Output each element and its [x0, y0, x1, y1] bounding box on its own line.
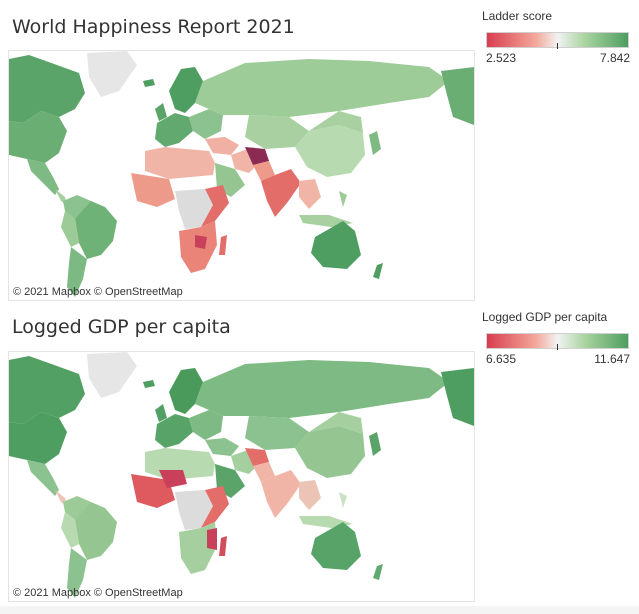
region-zimbabwe: [195, 235, 207, 249]
region-madagascar: [219, 536, 227, 556]
color-ramp-gdp: [486, 333, 629, 350]
region-argentina: [67, 548, 87, 598]
region-china: [295, 426, 365, 478]
region-kazakhstan: [245, 115, 309, 149]
region-scandinavia: [169, 368, 203, 414]
legend-min-ladder: 2.523: [486, 51, 517, 65]
map-title-happiness: World Happiness Report 2021: [12, 16, 295, 38]
region-mongolia: [309, 412, 363, 434]
legend-title-ladder: Ladder score: [482, 9, 553, 23]
color-ramp-ladder: [486, 32, 629, 49]
region-new-zealand: [373, 263, 383, 279]
legend-max-ladder: 7.842: [599, 51, 630, 65]
region-iceland: [143, 79, 155, 87]
region-turkey: [205, 438, 239, 456]
region-scandinavia: [169, 67, 203, 113]
legend-min-gdp: 6.635: [486, 352, 517, 366]
world-map-gdp[interactable]: © 2021 Mapbox © OpenStreetMap: [8, 351, 475, 602]
region-east-africa: [201, 486, 229, 528]
region-brazil: [75, 201, 117, 259]
region-canada: [9, 356, 85, 424]
region-peru: [61, 512, 79, 548]
map-title-gdp: Logged GDP per capita: [12, 316, 231, 338]
region-central-africa: [175, 490, 213, 530]
region-alaska: [441, 368, 474, 426]
map-canvas-happiness: [9, 51, 474, 297]
legend-max-gdp: 11.647: [594, 352, 630, 366]
map-attribution[interactable]: © 2021 Mapbox © OpenStreetMap: [13, 587, 183, 599]
ramp-midpoint-tick: [557, 344, 558, 350]
region-afghanistan: [245, 448, 269, 466]
region-australia: [311, 522, 361, 570]
region-brazil: [75, 502, 117, 560]
region-usa: [9, 111, 67, 163]
region-east-europe: [189, 109, 223, 139]
map-attribution[interactable]: © 2021 Mapbox © OpenStreetMap: [13, 286, 183, 298]
region-west-africa: [131, 173, 175, 207]
region-east-europe: [189, 410, 223, 440]
region-madagascar: [219, 235, 227, 255]
region-central-africa: [175, 189, 213, 229]
region-north-africa: [145, 147, 215, 179]
bottom-strip: [0, 606, 639, 614]
region-uk: [155, 103, 167, 121]
region-west-europe: [155, 113, 193, 147]
region-new-zealand: [373, 564, 383, 580]
region-mexico: [27, 460, 59, 496]
region-canada: [9, 55, 85, 123]
region-pakistan: [253, 161, 275, 181]
region-argentina: [67, 247, 87, 297]
region-mongolia: [309, 111, 363, 133]
region-mozambique: [207, 528, 217, 550]
region-usa: [9, 412, 67, 464]
world-map-happiness[interactable]: © 2021 Mapbox © OpenStreetMap: [8, 50, 475, 301]
region-japan: [369, 131, 381, 155]
legend-title-gdp: Logged GDP per capita: [482, 310, 608, 324]
region-kazakhstan: [245, 416, 309, 450]
region-uk: [155, 404, 167, 422]
region-turkey: [205, 137, 239, 155]
region-se-asia: [299, 179, 321, 209]
region-philippines: [339, 191, 347, 207]
region-peru: [61, 211, 79, 247]
region-niger: [159, 470, 187, 488]
region-japan: [369, 432, 381, 456]
region-australia: [311, 221, 361, 269]
region-china: [295, 125, 365, 177]
region-west-europe: [155, 414, 193, 448]
region-se-asia: [299, 480, 321, 510]
region-greenland: [87, 51, 137, 97]
region-russia: [195, 59, 449, 117]
region-alaska: [441, 67, 474, 125]
region-afghanistan: [245, 147, 269, 165]
region-east-africa: [201, 185, 229, 227]
ramp-midpoint-tick: [557, 43, 558, 49]
map-canvas-gdp: [9, 352, 474, 598]
region-west-africa: [131, 474, 175, 508]
region-philippines: [339, 492, 347, 508]
region-india: [261, 470, 301, 518]
region-russia: [195, 360, 449, 418]
region-iceland: [143, 380, 155, 388]
region-india: [261, 169, 301, 217]
region-greenland: [87, 352, 137, 398]
region-pakistan: [253, 462, 275, 482]
region-mexico: [27, 159, 59, 195]
